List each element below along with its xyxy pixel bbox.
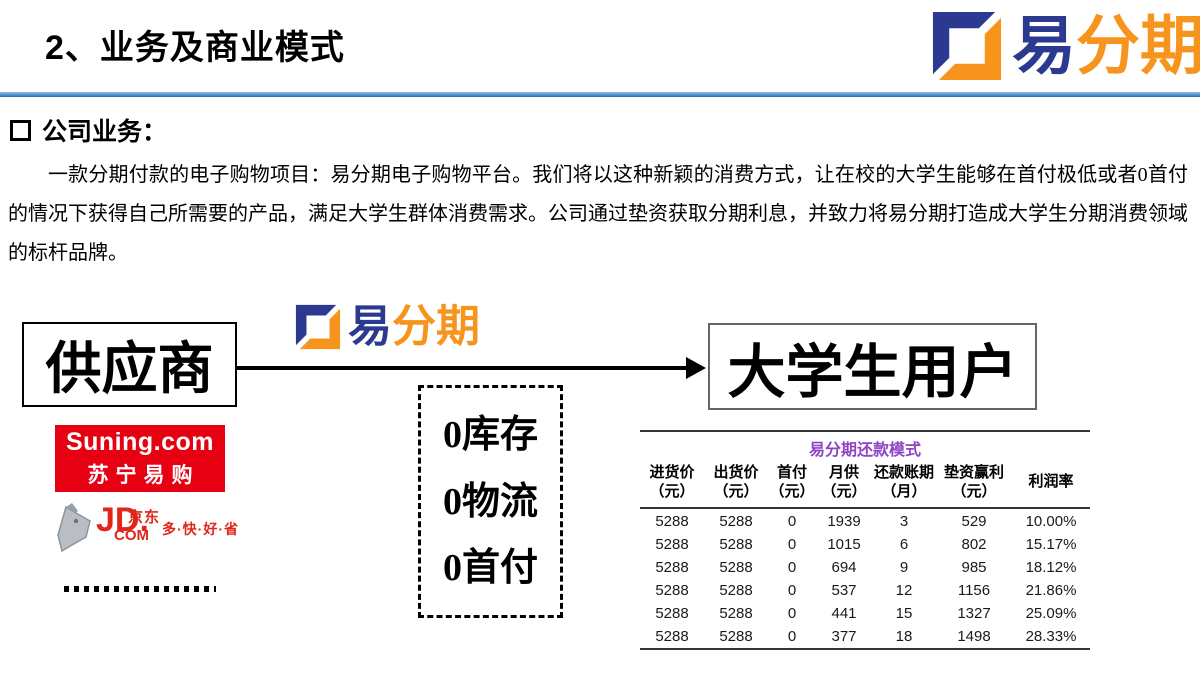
cell: 441 <box>831 604 857 622</box>
cell: 0 <box>787 535 797 553</box>
col-header-downpayment: 首付 （元） <box>768 462 816 509</box>
section-heading: 公司业务： <box>10 112 167 148</box>
cell: 1939 <box>827 512 861 530</box>
col-header-profit: 垫资赢利 （元） <box>936 462 1012 509</box>
suning-logo: Suning.com 苏宁易购 <box>55 425 225 492</box>
cell: 15.17% <box>1025 535 1077 553</box>
cell: 5288 <box>719 627 753 645</box>
cell: 537 <box>831 581 857 599</box>
cell: 12 <box>895 581 913 599</box>
jd-logo-com-text: COM <box>114 527 149 544</box>
square-bullet-icon <box>10 119 31 141</box>
section-heading-label: 公司业务： <box>42 118 168 146</box>
brand-char-yi: 易 <box>1012 10 1076 82</box>
cell: 0 <box>787 512 797 530</box>
zero-inventory-label: 0库存 <box>442 414 538 457</box>
table-row: 5288 5288 0 1015 6 802 15.17% <box>640 533 1090 556</box>
cell: 21.86% <box>1025 581 1077 599</box>
cell: 15 <box>895 604 913 622</box>
table-row: 5288 5288 0 694 9 985 18.12% <box>640 556 1090 579</box>
jd-logo: JD. 京东 COM 多·快·好·省 <box>52 501 238 555</box>
cell: 1156 <box>957 581 991 599</box>
cell: 5288 <box>655 558 689 576</box>
suning-logo-en-text: Suning.com <box>65 428 215 456</box>
jd-slogan-text: 多·快·好·省 <box>162 521 239 537</box>
page-title: 2、业务及商业模式 <box>45 29 345 67</box>
jd-logo-big-text: JD. <box>96 501 149 539</box>
repayment-table-title: 易分期还款模式 <box>808 442 921 459</box>
title-divider-line <box>0 92 1200 97</box>
cell: 0 <box>787 627 797 645</box>
cell: 802 <box>961 535 987 553</box>
center-char-fen: 分 <box>392 302 436 351</box>
flow-arrow-head-icon <box>686 357 706 379</box>
zero-downpayment-label: 0首付 <box>442 546 538 589</box>
business-description-paragraph: 一款分期付款的电子购物项目：易分期电子购物平台。我们将以这种新颖的消费方式，让在… <box>8 164 1188 264</box>
center-brand-logo: 易分期 <box>294 299 480 355</box>
cell: 10.00% <box>1025 512 1077 530</box>
cell: 5288 <box>719 535 753 553</box>
cell: 377 <box>831 627 857 645</box>
cell: 3 <box>899 512 909 530</box>
col-header-selling-price: 出货价 （元） <box>704 462 768 509</box>
cell: 694 <box>831 558 857 576</box>
cell: 1498 <box>957 627 991 645</box>
cell: 6 <box>899 535 909 553</box>
col-header-purchase-price: 进货价 （元） <box>640 462 704 509</box>
cell: 5288 <box>655 512 689 530</box>
cell: 0 <box>787 558 797 576</box>
brand-logo: 易分期 <box>930 6 1200 86</box>
table-header-row: 进货价 （元） 出货价 （元） 首付 （元） 月供 （元） 还款账期 （月） 垫… <box>640 462 1090 509</box>
cell: 0 <box>787 581 797 599</box>
cell: 25.09% <box>1025 604 1077 622</box>
table-row: 5288 5288 0 377 18 1498 28.33% <box>640 625 1090 648</box>
col-header-term: 还款账期 （月） <box>872 462 936 509</box>
cell: 5288 <box>719 558 753 576</box>
cell: 9 <box>899 558 909 576</box>
cell: 28.33% <box>1025 627 1077 645</box>
yifenqi-square-icon-small <box>295 304 341 350</box>
cell: 1327 <box>957 604 991 622</box>
table-row: 5288 5288 0 441 15 1327 25.09% <box>640 602 1090 625</box>
zero-logistics-label: 0物流 <box>442 480 538 523</box>
table-row: 5288 5288 0 537 12 1156 21.86% <box>640 579 1090 602</box>
brand-wordmark: 易分期 <box>1012 6 1200 86</box>
cell: 529 <box>961 512 987 530</box>
jd-dog-mascot-icon <box>57 503 91 553</box>
cell: 1015 <box>827 535 861 553</box>
cell: 5288 <box>655 581 689 599</box>
flow-arrow-line <box>237 366 689 370</box>
cell: 0 <box>787 604 797 622</box>
table-row: 5288 5288 0 1939 3 529 10.00% <box>640 508 1090 533</box>
cell: 985 <box>961 558 987 576</box>
jd-logo-cn-text: 京东 <box>128 509 161 526</box>
center-char-qi: 期 <box>436 302 480 351</box>
cell: 5288 <box>655 627 689 645</box>
cell: 5288 <box>655 604 689 622</box>
center-brand-wordmark: 易分期 <box>348 299 480 355</box>
cell: 18.12% <box>1025 558 1077 576</box>
cell: 18 <box>895 627 913 645</box>
cell: 5288 <box>719 512 753 530</box>
brand-char-fen: 分 <box>1076 10 1140 82</box>
cell: 5288 <box>719 581 753 599</box>
col-header-monthly: 月供 （元） <box>816 462 872 509</box>
center-char-yi: 易 <box>348 302 392 351</box>
yifenqi-square-icon <box>932 11 1002 81</box>
zero-features-dashed-box: 0库存 0物流 0首付 <box>418 385 563 618</box>
more-partners-ellipsis <box>64 586 216 592</box>
cell: 5288 <box>655 535 689 553</box>
brand-char-qi: 期 <box>1140 10 1200 82</box>
suning-logo-cn-text: 苏宁易购 <box>87 464 200 487</box>
consumer-box: 大学生用户 <box>708 323 1037 410</box>
col-header-margin: 利润率 <box>1012 462 1090 509</box>
supplier-box: 供应商 <box>22 322 237 407</box>
repayment-table: 易分期还款模式 进货价 （元） 出货价 （元） 首付 （元） 月供 （元） 还款… <box>640 430 1090 650</box>
cell: 5288 <box>719 604 753 622</box>
